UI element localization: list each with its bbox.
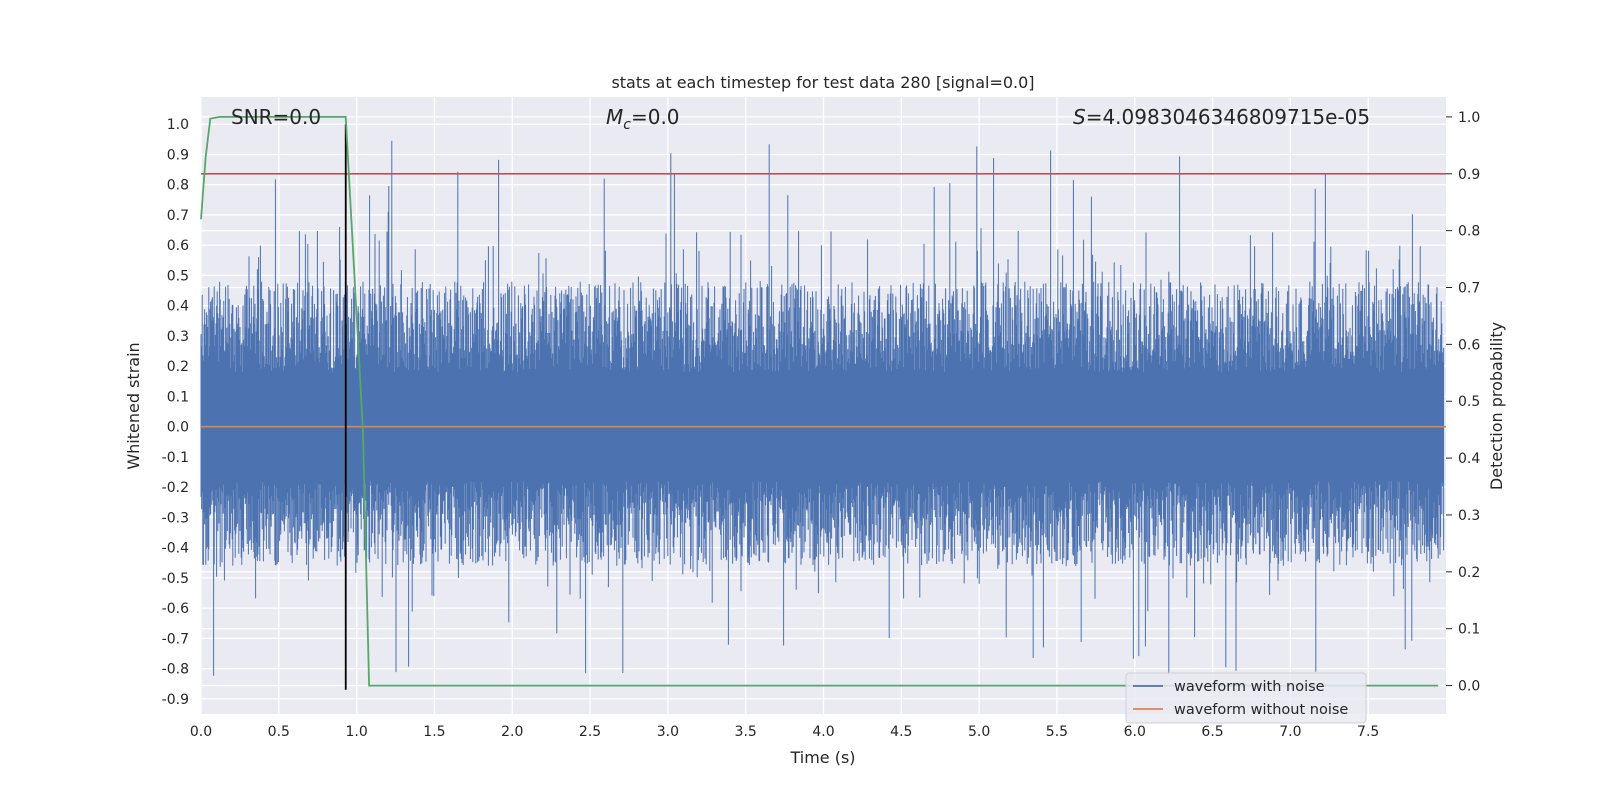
x-tick-label: 6.0 [1124, 724, 1146, 740]
y-right-tick-label: 0.1 [1458, 622, 1480, 638]
legend: waveform with noise waveform without noi… [1125, 672, 1367, 724]
y-left-tick-label: 1.0 [167, 117, 189, 133]
y-right-tick-label: 0.4 [1458, 451, 1480, 467]
y-left-tick-label: 0.1 [167, 389, 189, 405]
y-right-tick-label: 0.6 [1458, 337, 1480, 353]
y-left-tick-label: -0.4 [162, 541, 189, 557]
y-right-tick-label: 1.0 [1458, 110, 1480, 126]
x-tick-label: 3.0 [657, 724, 679, 740]
y-left-tick-label: -0.6 [162, 601, 189, 617]
y-left-tick-label: 0.4 [167, 299, 189, 315]
y-right-tick-label: 0.3 [1458, 508, 1480, 524]
y-right-tick-labels: 1.0 0.9 0.8 0.7 0.6 0.5 0.4 0.3 0.2 0.1 0.0 [1446, 110, 1480, 695]
legend-box [1125, 672, 1367, 724]
y-right-tick-label: 0.7 [1458, 281, 1480, 297]
legend-label-noise: waveform with noise [1174, 679, 1325, 695]
y-left-tick-label: 0.6 [167, 238, 189, 254]
x-tick-label: 6.5 [1201, 724, 1223, 740]
y-left-tick-label: -0.2 [162, 480, 189, 496]
snr-annotation: SNR=0.0 [231, 105, 321, 129]
y-left-tick-label: 0.8 [167, 178, 189, 194]
x-tick-label: 2.5 [579, 724, 601, 740]
y-left-tick-label: -0.9 [162, 692, 189, 708]
series-detection-probability [200, 116, 1439, 687]
series-waveform-with-noise [200, 140, 1445, 676]
waveform-with-noise-path [200, 140, 1445, 676]
x-axis-label: Time (s) [789, 748, 855, 767]
x-tick-label: 1.5 [423, 724, 445, 740]
x-tick-label: 0.5 [268, 724, 290, 740]
legend-label-clean: waveform without noise [1174, 702, 1348, 718]
s-annotation: S=4.0983046346809715e-05 [1073, 105, 1370, 129]
x-tick-label: 5.0 [968, 724, 990, 740]
x-tick-label: 4.5 [890, 724, 912, 740]
y-left-tick-label: -0.1 [162, 450, 189, 466]
x-tick-label: 3.5 [735, 724, 757, 740]
y-right-axis-label: Detection probability [1487, 322, 1506, 490]
y-left-tick-label: -0.5 [162, 571, 189, 587]
x-tick-labels: 0.0 0.5 1.0 1.5 2.0 2.5 3.0 3.5 4.0 4.5 5.0 5.5 6.0 6… [190, 724, 1379, 740]
y-right-tick-label: 0.5 [1458, 394, 1480, 410]
y-left-axis-label: Whitened strain [124, 342, 143, 469]
x-tick-label: 7.0 [1279, 724, 1301, 740]
x-tick-label: 0.0 [190, 724, 212, 740]
y-left-tick-labels: 1.0 0.9 0.8 0.7 0.6 0.5 0.4 0.3 0.2 0.1 0.0 -0.1 -0.… [162, 117, 189, 708]
y-right-tick-label: 0.9 [1458, 167, 1480, 183]
y-right-tick-label: 0.8 [1458, 224, 1480, 240]
y-right-tick-label: 0.0 [1458, 679, 1480, 695]
y-left-tick-label: 0.0 [167, 420, 189, 436]
chart-title: stats at each timestep for test data 280… [611, 73, 1034, 92]
y-right-tick-label: 0.2 [1458, 565, 1480, 581]
y-left-tick-label: 0.9 [167, 147, 189, 163]
y-left-tick-label: 0.3 [167, 329, 189, 345]
chirp-mass-annotation: Mc=0.0 [606, 105, 680, 133]
y-left-tick-label: -0.3 [162, 510, 189, 526]
x-tick-label: 7.5 [1357, 724, 1379, 740]
y-left-tick-label: 0.2 [167, 359, 189, 375]
x-tick-label: 4.0 [812, 724, 834, 740]
x-tick-label: 1.0 [345, 724, 367, 740]
y-left-tick-label: 0.7 [167, 208, 189, 224]
y-left-tick-label: -0.8 [162, 662, 189, 678]
y-left-tick-label: 0.5 [167, 268, 189, 284]
x-tick-label: 5.5 [1046, 724, 1068, 740]
x-tick-label: 2.0 [501, 724, 523, 740]
y-left-tick-label: -0.7 [162, 631, 189, 647]
